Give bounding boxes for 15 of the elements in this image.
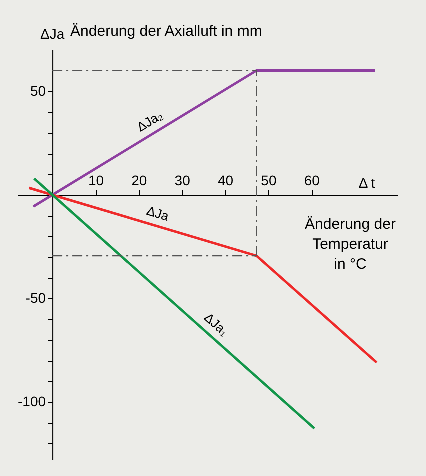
y-tick-label: -50 bbox=[26, 290, 46, 306]
text: ΔJa₂ bbox=[134, 108, 166, 135]
annotation: Änderung der Temperatur in °C bbox=[305, 216, 396, 273]
x-tick-label: 60 bbox=[304, 172, 320, 188]
x-tick-label: 10 bbox=[88, 172, 104, 188]
y-axis-title: ΔJa bbox=[40, 26, 65, 42]
y-tick-label: 50 bbox=[30, 82, 46, 99]
x-axis-title: Δ t bbox=[358, 174, 376, 191]
text: ΔJa bbox=[145, 203, 172, 224]
y-tick-label: -100 bbox=[18, 394, 46, 410]
x-tick-label: 20 bbox=[132, 172, 148, 188]
text: Änderung der Axialluft in mm bbox=[70, 23, 262, 40]
x-tick-label: 40 bbox=[218, 172, 234, 188]
x-tick-label: 30 bbox=[174, 172, 191, 188]
x-tick-label: 50 bbox=[261, 172, 277, 188]
